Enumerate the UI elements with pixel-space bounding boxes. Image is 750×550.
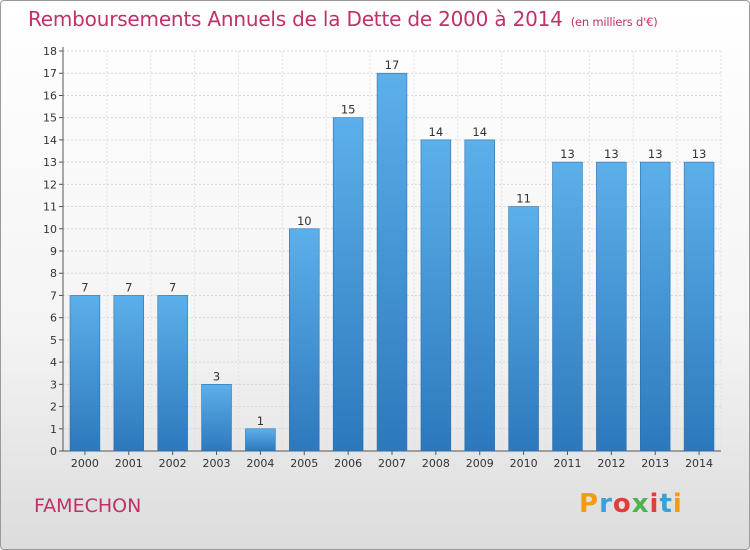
y-tick-label: 9 bbox=[50, 245, 57, 258]
logo-letter: i bbox=[672, 489, 683, 519]
bar-2011 bbox=[552, 161, 583, 452]
x-tick-label-2007: 2007 bbox=[378, 457, 406, 470]
y-tick-label: 10 bbox=[43, 223, 57, 236]
y-tick-label: 16 bbox=[43, 89, 57, 102]
bar-2013 bbox=[639, 161, 671, 452]
x-tick-label-2004: 2004 bbox=[246, 457, 274, 470]
y-tick-label: 11 bbox=[43, 201, 57, 214]
bar-2014 bbox=[683, 161, 715, 452]
bar-2007 bbox=[376, 72, 408, 452]
bar-2012 bbox=[596, 161, 627, 452]
y-tick-label: 0 bbox=[50, 445, 57, 458]
y-tick-label: 1 bbox=[50, 423, 57, 436]
logo-letter: P bbox=[579, 489, 600, 519]
y-tick-label: 4 bbox=[50, 356, 57, 369]
value-label-2003: 3 bbox=[213, 369, 220, 383]
value-label-2011: 13 bbox=[560, 147, 575, 161]
bar-2000 bbox=[69, 295, 101, 452]
logo-letter: x bbox=[631, 489, 650, 519]
bar-2005 bbox=[289, 228, 320, 452]
value-label-2006: 15 bbox=[341, 103, 356, 117]
logo-letter: r bbox=[599, 489, 613, 519]
y-tick-label: 7 bbox=[50, 289, 57, 302]
value-label-2013: 13 bbox=[648, 147, 663, 161]
x-tick-label-2009: 2009 bbox=[466, 457, 494, 470]
value-label-2002: 7 bbox=[169, 280, 176, 294]
value-label-2000: 7 bbox=[81, 280, 88, 294]
logo-letter: t bbox=[659, 489, 673, 519]
y-tick-label: 18 bbox=[43, 45, 57, 58]
chart-title: Remboursements Annuels de la Dette de 20… bbox=[28, 7, 658, 31]
y-tick-label: 8 bbox=[50, 267, 57, 280]
value-label-2014: 13 bbox=[692, 147, 707, 161]
value-label-2009: 14 bbox=[472, 125, 487, 139]
bar-2001 bbox=[113, 295, 145, 452]
x-tick-label-2003: 2003 bbox=[203, 457, 231, 470]
logo-letter: o bbox=[612, 489, 632, 519]
value-label-2010: 11 bbox=[516, 192, 531, 206]
commune-name: FAMECHON bbox=[34, 495, 142, 517]
x-tick-label-2014: 2014 bbox=[685, 457, 713, 470]
x-tick-label-2000: 2000 bbox=[71, 457, 99, 470]
value-label-2001: 7 bbox=[125, 280, 132, 294]
x-tick-label-2012: 2012 bbox=[597, 457, 625, 470]
x-tick-label-2013: 2013 bbox=[641, 457, 669, 470]
x-tick-label-2011: 2011 bbox=[553, 457, 581, 470]
y-tick-label: 15 bbox=[43, 112, 57, 125]
x-tick-label-2001: 2001 bbox=[115, 457, 143, 470]
value-label-2004: 1 bbox=[257, 414, 264, 428]
logo-letter: i bbox=[649, 489, 660, 519]
value-label-2005: 10 bbox=[297, 214, 312, 228]
x-tick-label-2006: 2006 bbox=[334, 457, 362, 470]
x-tick-label-2008: 2008 bbox=[422, 457, 450, 470]
bar-2009 bbox=[464, 139, 495, 452]
y-tick-label: 13 bbox=[43, 156, 57, 169]
chart-unit: (en milliers d'€) bbox=[570, 15, 658, 29]
bar-2010 bbox=[508, 206, 539, 452]
bar-2008 bbox=[420, 139, 452, 452]
bar-2002 bbox=[157, 295, 188, 452]
value-label-2012: 13 bbox=[604, 147, 619, 161]
y-tick-label: 5 bbox=[50, 334, 57, 347]
value-label-2007: 17 bbox=[385, 58, 400, 72]
x-tick-label-2010: 2010 bbox=[510, 457, 538, 470]
chart-title-text: Remboursements Annuels de la Dette de 20… bbox=[28, 7, 563, 31]
y-tick-label: 12 bbox=[43, 178, 57, 191]
x-tick-label-2005: 2005 bbox=[290, 457, 318, 470]
bar-2003 bbox=[201, 384, 232, 452]
y-tick-label: 2 bbox=[50, 401, 57, 414]
bar-2006 bbox=[332, 117, 364, 452]
y-tick-label: 3 bbox=[50, 378, 57, 391]
y-tick-label: 17 bbox=[43, 67, 57, 80]
value-label-2008: 14 bbox=[429, 125, 444, 139]
y-tick-label: 6 bbox=[50, 312, 57, 325]
y-tick-label: 14 bbox=[43, 134, 57, 147]
proxiti-logo: Proxiti bbox=[579, 489, 683, 519]
x-tick-label-2002: 2002 bbox=[159, 457, 187, 470]
bar-2004 bbox=[245, 428, 276, 452]
